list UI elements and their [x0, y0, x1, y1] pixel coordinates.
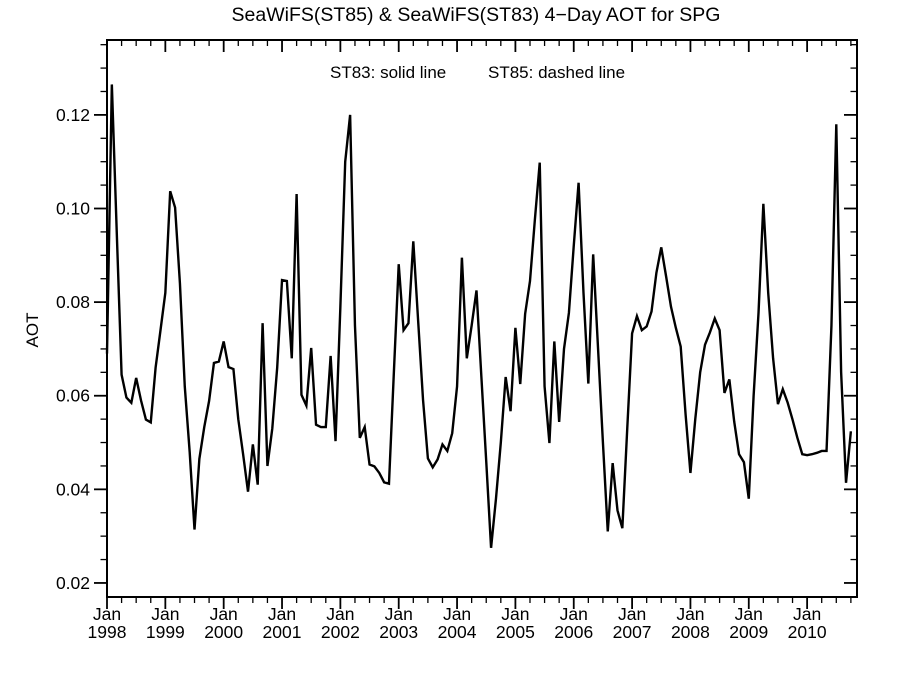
x-tick-label-month: Jan [210, 604, 238, 624]
x-tick-label-year: 2008 [671, 622, 710, 642]
x-tick-label-month: Jan [93, 604, 121, 624]
legend-annotation-st83: ST83: solid line [330, 63, 446, 82]
x-tick-label-year: 2009 [729, 622, 768, 642]
y-tick-label: 0.06 [56, 386, 90, 406]
x-tick-label-month: Jan [268, 604, 296, 624]
x-tick-label-year: 1998 [88, 622, 127, 642]
y-tick-label: 0.04 [56, 479, 90, 499]
x-tick-label-month: Jan [560, 604, 588, 624]
x-tick-label-year: 2002 [321, 622, 360, 642]
x-tick-label-month: Jan [618, 604, 646, 624]
y-tick-label: 0.02 [56, 573, 90, 593]
y-tick-label: 0.10 [56, 199, 90, 219]
x-tick-label-month: Jan [735, 604, 763, 624]
st83-series-line [105, 84, 853, 548]
x-tick-label-month: Jan [793, 604, 821, 624]
x-tick-label-year: 2003 [379, 622, 418, 642]
y-tick-label: 0.12 [56, 105, 90, 125]
x-tick-label-year: 2000 [204, 622, 243, 642]
x-tick-label-month: Jan [151, 604, 179, 624]
x-tick-label-month: Jan [385, 604, 413, 624]
y-axis-label: AOT [23, 313, 42, 348]
x-tick-label-year: 2001 [263, 622, 302, 642]
legend-annotation-st85: ST85: dashed line [488, 63, 625, 82]
x-tick-label-year: 2005 [496, 622, 535, 642]
x-tick-label-month: Jan [676, 604, 704, 624]
chart-title: SeaWiFS(ST85) & SeaWiFS(ST83) 4−Day AOT … [232, 4, 721, 26]
plot-frame [106, 39, 858, 598]
x-tick-label-year: 1999 [146, 622, 185, 642]
x-tick-label-month: Jan [326, 604, 354, 624]
x-tick-label-year: 2010 [788, 622, 827, 642]
x-tick-label-month: Jan [501, 604, 529, 624]
x-tick-label-month: Jan [443, 604, 471, 624]
axis-ticks-layer: 0.020.040.060.080.100.12Jan1998Jan1999Ja… [56, 40, 857, 642]
x-tick-label-year: 2004 [438, 622, 477, 642]
y-tick-label: 0.08 [56, 292, 90, 312]
x-tick-label-year: 2006 [554, 622, 593, 642]
x-tick-label-year: 2007 [613, 622, 652, 642]
